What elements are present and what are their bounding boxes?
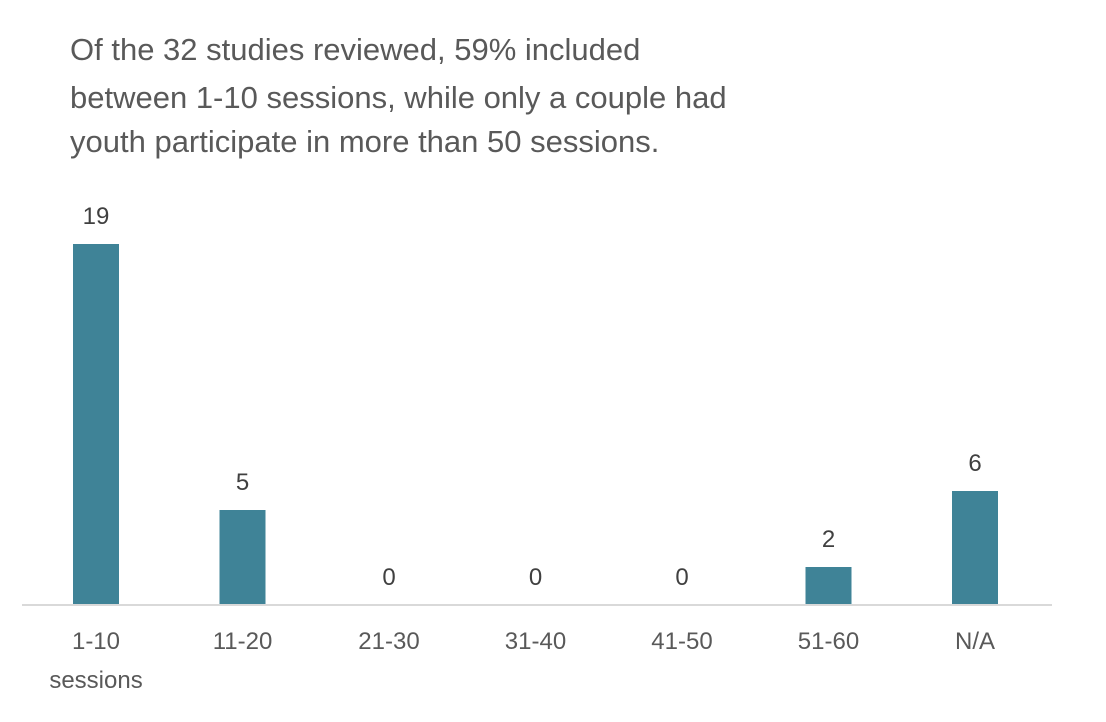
data-label-5: 2: [822, 526, 835, 553]
data-label-6: 6: [968, 450, 981, 477]
bar-1: [219, 510, 266, 605]
bar-6: [952, 491, 998, 605]
x-tick-label-1: 11-20: [213, 628, 273, 655]
chart-title-line-1: Of the 32 studies reviewed, 59% included: [70, 32, 640, 67]
data-label-4: 0: [675, 564, 688, 591]
data-label-2: 0: [382, 564, 395, 591]
chart-title-line-2: between 1-10 sessions, while only a coup…: [70, 80, 727, 115]
chart-title-line-3: youth participate in more than 50 sessio…: [70, 124, 659, 159]
bar-0: [73, 244, 119, 605]
chart-title: Of the 32 studies reviewed, 59% included…: [70, 32, 727, 159]
x-tick-label-4: 41-50: [651, 628, 712, 655]
x-tick-label-0-line-1: sessions: [49, 667, 142, 694]
plot-area: 19 1-10 sessions 5 11-20 0 21-30 0 31-40 0 41-50 2 5…: [49, 203, 998, 694]
data-label-1: 5: [236, 469, 249, 496]
x-tick-label-2: 21-30: [358, 628, 419, 655]
x-tick-label-5: 51-60: [798, 628, 859, 655]
data-label-3: 0: [529, 564, 542, 591]
bar-5: [805, 567, 852, 605]
x-tick-label-0-line-0: 1-10: [72, 628, 120, 655]
x-tick-label-3: 31-40: [505, 628, 566, 655]
data-label-0: 19: [83, 203, 110, 230]
x-tick-label-6: N/A: [955, 628, 995, 655]
